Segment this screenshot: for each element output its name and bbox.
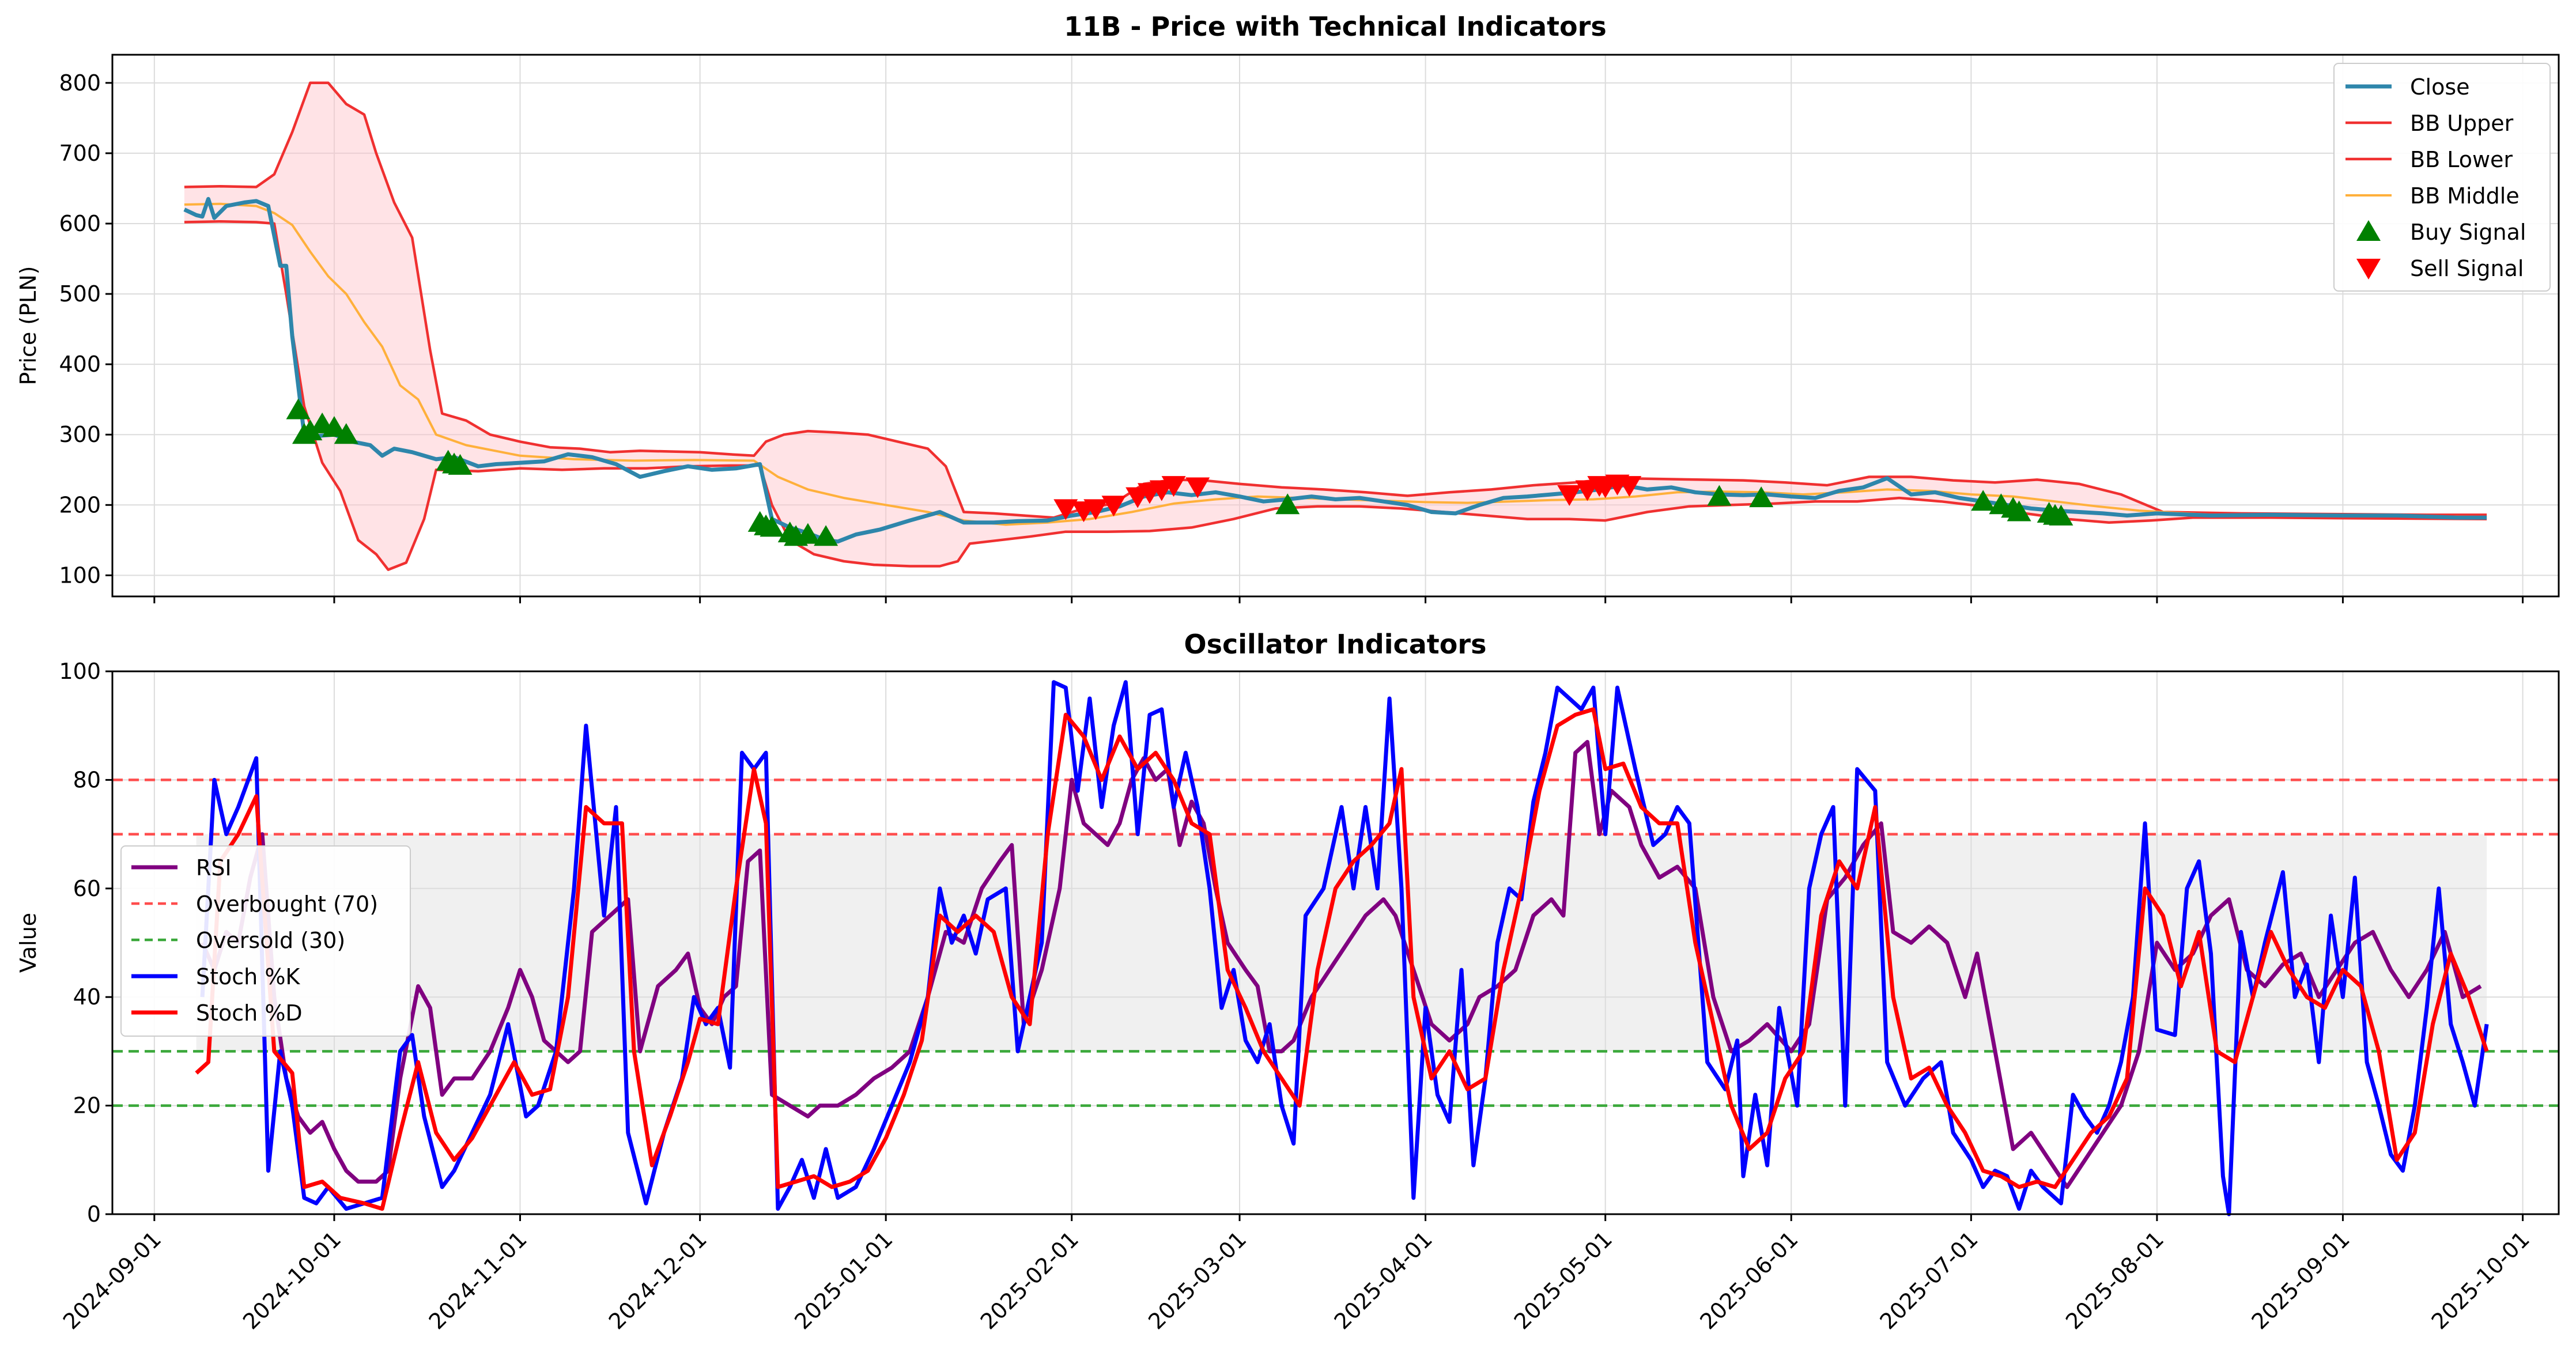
- sell-signal-marker: [1185, 477, 1210, 498]
- bb-upper-line: [184, 81, 2487, 519]
- sell-signal-marker: [1617, 476, 1642, 497]
- y-tick-label: 500: [59, 281, 101, 307]
- y-tick-label: 400: [59, 352, 101, 377]
- buy-signal-marker: [1749, 486, 1774, 508]
- sell-signal-marker: [1083, 499, 1108, 520]
- oversold-30-legend-label: Oversold (30): [196, 928, 345, 953]
- oscillator-chart-title: Oscillator Indicators: [1184, 629, 1487, 660]
- price-series-lines: [183, 81, 2487, 571]
- y-tick-label: 60: [73, 876, 101, 901]
- stoch-d-legend-label: Stoch %D: [196, 1000, 303, 1026]
- buy-signal-marker: [322, 416, 346, 437]
- buy-signal-marker: [1275, 493, 1300, 515]
- overbought-70-legend-label: Overbought (70): [196, 891, 378, 917]
- close-line: [183, 197, 2487, 544]
- buy-signal-marker: [2049, 504, 2073, 526]
- close-legend-label: Close: [2410, 74, 2470, 100]
- y-tick-label: 40: [73, 984, 101, 1010]
- buy-signal-marker: [2007, 500, 2031, 522]
- signal-markers: [286, 398, 2073, 546]
- buy-signal-marker: [1707, 485, 1732, 506]
- bb-lower-legend-label: BB Lower: [2410, 147, 2513, 172]
- oscillator-y-axis-label: Value: [16, 913, 41, 973]
- bollinger-band-area: [184, 82, 2487, 570]
- y-tick-label: 0: [87, 1201, 101, 1227]
- buy-signal-legend-label: Buy Signal: [2410, 220, 2526, 245]
- price-y-ticks: 100 200 300 400 500 600 700 800: [59, 70, 112, 588]
- price-chart-title: 11B - Price with Technical Indicators: [1064, 11, 1606, 42]
- buy-signal-marker: [814, 525, 838, 546]
- y-tick-label: 800: [59, 70, 101, 96]
- sell-signal-marker: [1557, 485, 1582, 506]
- legend-box: [120, 845, 411, 1037]
- price-y-axis-label: Price (PLN): [16, 266, 41, 386]
- stoch-d-line: [195, 707, 2489, 1211]
- price-grid: [112, 55, 2559, 596]
- buy-signal-legend-swatch: [2356, 220, 2381, 241]
- bb-middle-legend-label: BB Middle: [2410, 183, 2520, 209]
- legend-box: [2333, 63, 2551, 292]
- buy-signal-marker: [334, 423, 358, 444]
- stoch-k-legend-label: Stoch %K: [196, 964, 300, 989]
- price-panel: 11B - Price with Technical Indicators 10…: [16, 11, 2560, 603]
- sell-signal-legend-swatch: [2356, 259, 2381, 279]
- stoch-k-line: [200, 680, 2489, 1216]
- bollinger-band-fill: [184, 82, 2487, 570]
- oscillator-legend: RSI Overbought (70) Oversold (30) Stoch %K S…: [120, 845, 411, 1037]
- price-legend: Close BB Upper BB Lower BB Middle Buy Signal…: [2333, 63, 2551, 292]
- buy-signal-marker: [448, 454, 473, 475]
- price-x-ticks: [153, 596, 2524, 603]
- threshold-lines: [112, 779, 2559, 1107]
- oscillator-plot-frame: [111, 670, 2560, 1215]
- buy-signal-marker: [1971, 490, 1996, 511]
- y-tick-label: 700: [59, 141, 101, 166]
- price-plot-frame: [111, 54, 2560, 598]
- buy-signal-marker: [298, 420, 323, 441]
- sell-signal-marker: [1161, 476, 1186, 497]
- y-tick-label: 600: [59, 211, 101, 236]
- y-tick-label: 20: [73, 1093, 101, 1119]
- oscillator-series-lines: [195, 680, 2489, 1216]
- buy-signal-marker: [286, 398, 311, 420]
- y-tick-label: 300: [59, 422, 101, 447]
- sell-signal-legend-label: Sell Signal: [2410, 256, 2524, 281]
- buy-signal-marker: [760, 516, 784, 537]
- oscillator-y-ticks: 0 20 40 60 80 100: [59, 659, 112, 1227]
- bb-lower-line: [184, 220, 2487, 571]
- rsi-legend-label: RSI: [196, 855, 232, 881]
- bb-upper-legend-label: BB Upper: [2410, 111, 2514, 136]
- y-tick-label: 100: [59, 562, 101, 588]
- buy-signal-marker: [795, 523, 820, 544]
- y-tick-label: 80: [73, 767, 101, 792]
- rsi-line: [200, 740, 2482, 1189]
- y-tick-label: 100: [59, 659, 101, 684]
- y-tick-label: 200: [59, 492, 101, 517]
- sell-signal-marker: [1101, 496, 1126, 517]
- bb-middle-line: [184, 202, 2487, 526]
- sell-signal-marker: [1053, 499, 1078, 520]
